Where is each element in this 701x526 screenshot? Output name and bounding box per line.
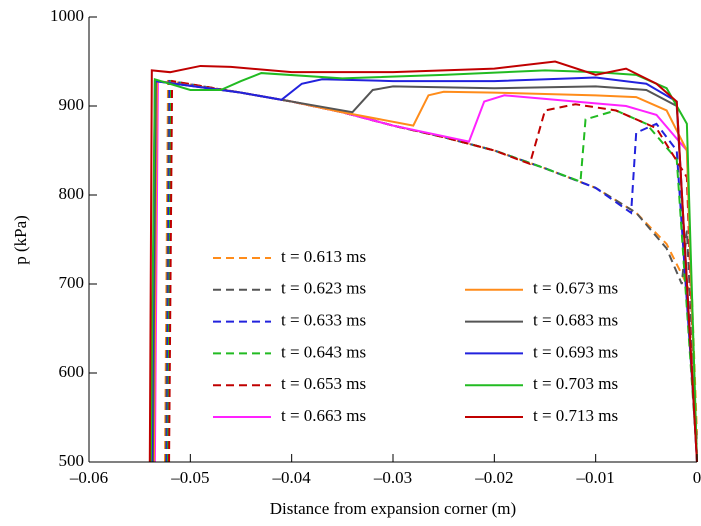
series-line bbox=[164, 79, 698, 463]
x-axis-label: Distance from expansion corner (m) bbox=[270, 499, 516, 518]
legend-label: t = 0.633 ms bbox=[281, 311, 366, 330]
y-tick-label: 1000 bbox=[50, 6, 84, 25]
y-tick-label: 800 bbox=[59, 184, 85, 203]
legend-label: t = 0.693 ms bbox=[533, 342, 618, 361]
legend-label: t = 0.663 ms bbox=[281, 406, 366, 425]
x-tick-label: 0 bbox=[693, 468, 701, 487]
series-line bbox=[152, 79, 698, 463]
legend-label: t = 0.683 ms bbox=[533, 311, 618, 330]
legend-label: t = 0.703 ms bbox=[533, 374, 618, 393]
x-tick-label: –0.01 bbox=[576, 468, 615, 487]
series-line bbox=[167, 79, 698, 463]
x-tick-label: –0.06 bbox=[69, 468, 108, 487]
series-line bbox=[165, 79, 698, 463]
series-line bbox=[149, 69, 698, 463]
series-line bbox=[153, 79, 698, 463]
legend-label: t = 0.713 ms bbox=[533, 406, 618, 425]
legend-label: t = 0.673 ms bbox=[533, 279, 618, 298]
y-tick-label: 700 bbox=[59, 273, 85, 292]
y-tick-label: 900 bbox=[59, 95, 85, 114]
series-line bbox=[168, 79, 698, 463]
legend-label: t = 0.623 ms bbox=[281, 279, 366, 298]
series-line bbox=[151, 79, 698, 463]
y-tick-label: 500 bbox=[59, 451, 85, 470]
x-tick-label: –0.03 bbox=[373, 468, 412, 487]
series-line bbox=[148, 60, 698, 463]
series-line bbox=[150, 76, 698, 463]
legend-label: t = 0.653 ms bbox=[281, 374, 366, 393]
x-tick-label: –0.05 bbox=[170, 468, 209, 487]
y-axis-label: p (kPa) bbox=[11, 215, 30, 265]
x-tick-label: –0.02 bbox=[474, 468, 513, 487]
legend-label: t = 0.643 ms bbox=[281, 342, 366, 361]
legend-label: t = 0.613 ms bbox=[281, 247, 366, 266]
x-tick-label: –0.04 bbox=[272, 468, 312, 487]
series-line bbox=[166, 79, 698, 463]
y-tick-label: 600 bbox=[59, 362, 85, 381]
